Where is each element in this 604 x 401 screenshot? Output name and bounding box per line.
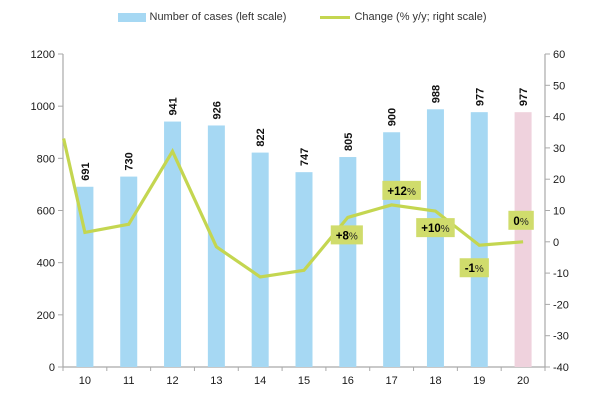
right-axis-tick-label: 50 <box>553 80 565 92</box>
right-axis-tick-label: 20 <box>553 174 565 186</box>
legend-item-cases: Number of cases (left scale) <box>117 11 287 23</box>
change-line <box>62 138 524 279</box>
legend-bar-swatch <box>117 12 146 22</box>
right-axis-tick-label: -40 <box>553 362 569 374</box>
bar <box>514 112 532 367</box>
chart-legend: Number of cases (left scale) Change (% y… <box>0 11 604 23</box>
x-axis-category-label: 16 <box>342 375 354 387</box>
x-axis-category-label: 14 <box>254 375 266 387</box>
right-axis-tick-label: 40 <box>553 112 565 124</box>
bar <box>383 132 401 367</box>
bar-value-label: 805 <box>343 133 355 151</box>
x-axis-category-label: 10 <box>79 375 91 387</box>
bar-value-label: 691 <box>80 162 92 180</box>
annotation-box <box>416 218 455 238</box>
annotation-text: -1% <box>465 263 484 275</box>
legend-line-label: Change (% y/y; right scale) <box>354 11 487 23</box>
annotation-text: +12% <box>387 186 416 198</box>
bar-value-label: 747 <box>299 148 311 166</box>
right-axis-tick-label: -20 <box>553 299 569 311</box>
annotation-20: 0% <box>508 210 534 230</box>
x-axis-category-label: 20 <box>517 375 529 387</box>
bar <box>76 186 94 367</box>
x-axis-category-label: 13 <box>210 375 222 387</box>
bar-value-label: 926 <box>211 101 223 119</box>
x-axis-category-label: 11 <box>123 375 134 387</box>
annotation-box <box>330 225 363 245</box>
annotation-box <box>508 210 534 230</box>
bar <box>470 112 488 367</box>
bar <box>339 157 357 367</box>
x-axis-category-label: 19 <box>473 375 485 387</box>
bar-value-label: 977 <box>474 88 486 106</box>
right-axis-tick-label: -10 <box>553 268 569 280</box>
left-axis-tick-label: 600 <box>37 206 55 218</box>
left-axis-tick-label: 200 <box>37 310 55 322</box>
right-axis-tick-label: 60 <box>553 49 565 61</box>
x-axis-category-label: 17 <box>386 375 398 387</box>
annotation-18: +10% <box>416 218 455 238</box>
bar-value-label: 977 <box>518 88 530 106</box>
annotation-16: +8% <box>330 225 363 245</box>
bar-value-label: 822 <box>255 128 267 146</box>
legend-item-change: Change (% y/y; right scale) <box>320 11 487 23</box>
annotation-text: 0% <box>513 216 528 228</box>
legend-bar-label: Number of cases (left scale) <box>149 11 287 23</box>
bar <box>120 176 138 367</box>
bar-value-label: 900 <box>387 108 399 126</box>
x-axis-category-label: 15 <box>298 375 310 387</box>
left-axis-tick-label: 800 <box>37 153 55 165</box>
left-axis-tick-label: 400 <box>37 258 55 270</box>
annotation-box <box>459 258 489 278</box>
bar-value-label: 730 <box>124 152 136 170</box>
right-axis-tick-label: 30 <box>553 143 565 155</box>
bar-value-label: 988 <box>430 85 442 103</box>
right-axis-tick-label: 10 <box>553 206 565 218</box>
left-axis-tick-label: 1000 <box>31 101 55 113</box>
bar <box>251 152 269 367</box>
right-axis-tick-label: -30 <box>553 331 569 343</box>
annotation-box <box>382 180 421 200</box>
annotation-text: +10% <box>421 223 450 235</box>
x-axis-category-label: 12 <box>166 375 178 387</box>
x-axis-category-label: 18 <box>429 375 441 387</box>
right-axis-tick-label: 0 <box>553 237 559 249</box>
annotation-17: +12% <box>382 180 421 200</box>
bar-value-label: 941 <box>168 97 180 115</box>
left-axis-tick-label: 1200 <box>31 49 55 61</box>
annotation-19: -1% <box>459 258 489 278</box>
left-axis-tick-label: 0 <box>49 362 55 374</box>
bar <box>164 121 182 367</box>
annotation-text: +8% <box>336 230 358 242</box>
legend-line-swatch <box>320 15 351 19</box>
bar <box>426 109 444 368</box>
